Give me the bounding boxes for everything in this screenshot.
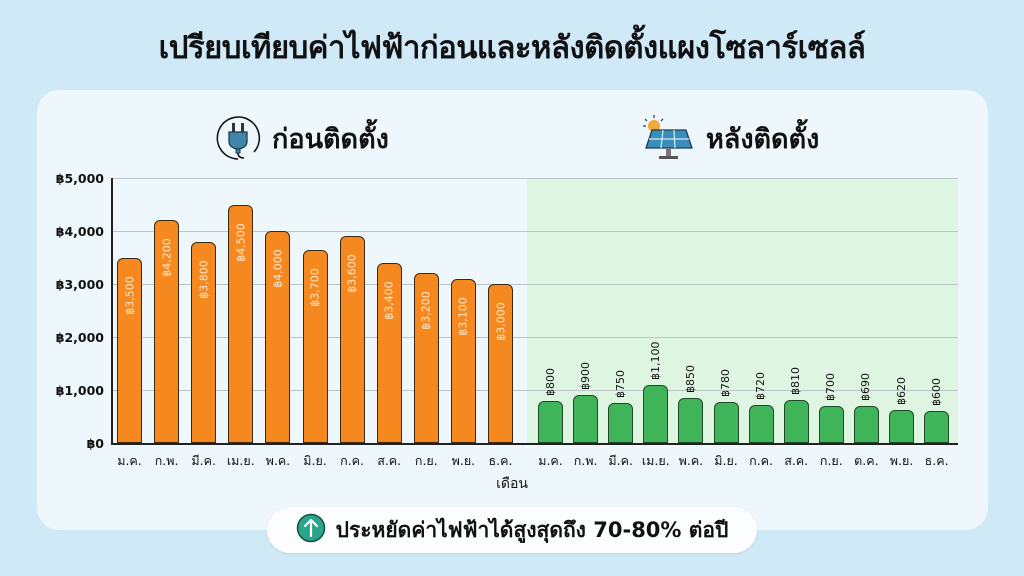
after-bar	[889, 410, 914, 443]
gridline	[111, 390, 958, 391]
bar-value-label: ฿3,700	[308, 267, 322, 307]
x-tick-label: พ.ค.	[265, 453, 291, 468]
bar-value-label: ฿600	[929, 378, 943, 407]
after-bar	[643, 384, 669, 443]
x-tick-label: ส.ค.	[784, 453, 809, 468]
after-bar	[538, 400, 563, 443]
y-tick-2000: ฿2,000	[55, 330, 104, 345]
x-tick-label: พ.ย.	[889, 453, 914, 468]
x-tick-label: ก.ค.	[749, 453, 774, 468]
plug-icon	[214, 114, 262, 162]
x-tick-label: มี.ค.	[191, 453, 216, 468]
y-tick-1000: ฿1,000	[55, 383, 104, 398]
bar-value-label: ฿3,500	[123, 275, 136, 315]
after-bar	[818, 405, 844, 443]
bar-value-label: ฿4,000	[271, 249, 285, 288]
after-bar	[608, 403, 634, 443]
x-tick-label: ส.ค.	[377, 453, 402, 468]
bar-value-label: ฿720	[754, 371, 768, 400]
bar-value-label: ฿810	[789, 367, 803, 396]
x-tick-label: ธ.ค.	[924, 453, 949, 468]
before-bar: ฿3,800	[191, 241, 217, 443]
gridline	[111, 284, 958, 285]
page-title: เปรียบเทียบค่าไฟฟ้าก่อนและหลังติดตั้งแผง…	[158, 30, 866, 66]
x-tick-label: เม.ย.	[641, 453, 670, 468]
before-bar: ฿3,700	[302, 249, 328, 443]
after-bar	[678, 397, 704, 443]
before-bar: ฿3,100	[450, 278, 476, 443]
bar-value-label: ฿690	[859, 373, 873, 402]
after-shaded-region	[527, 178, 958, 443]
after-bar	[573, 395, 599, 443]
bar-value-label: ฿3,800	[197, 259, 211, 299]
before-bar: ฿4,500	[228, 204, 254, 443]
gridline	[111, 337, 958, 338]
y-tick-0: ฿0	[86, 436, 104, 451]
solar-panel-icon	[640, 114, 696, 162]
x-tick-label: ก.ย.	[414, 453, 438, 468]
x-tick-label: ก.ย.	[819, 453, 843, 468]
x-axis	[111, 443, 958, 445]
y-tick-3000: ฿3,000	[55, 277, 104, 292]
bar-value-label: ฿850	[683, 364, 697, 393]
bar-value-label: ฿800	[543, 367, 557, 396]
section-after-header: หลังติดตั้ง	[640, 113, 819, 163]
plot-area: ฿3,500 ฿4,200 ฿3,800 ฿4,500 ฿4,000 ฿3,700 ฿3,6…	[111, 178, 958, 443]
x-axis-label: เดือน	[496, 476, 528, 492]
section-before-label: ก่อนติดตั้ง	[272, 123, 389, 155]
x-tick-label: ธ.ค.	[488, 453, 513, 468]
x-tick-label: ม.ค.	[117, 453, 142, 468]
bar-value-label: ฿3,000	[494, 302, 507, 341]
before-bar: ฿4,200	[154, 220, 180, 443]
before-bar: ฿4,000	[265, 231, 291, 443]
before-bar: ฿3,400	[376, 262, 402, 443]
x-tick-label: เม.ย.	[226, 453, 255, 468]
x-tick-label: ก.ค.	[340, 453, 365, 468]
after-bar	[713, 401, 739, 443]
gridline	[111, 178, 958, 179]
before-bar: ฿3,500	[117, 257, 142, 443]
bar-value-label: ฿3,100	[456, 296, 470, 336]
bar-value-label: ฿4,200	[160, 238, 174, 278]
after-bar	[853, 406, 879, 443]
x-tick-label: มิ.ย.	[714, 453, 738, 468]
before-bar: ฿3,600	[339, 236, 365, 443]
x-tick-label: ก.พ.	[154, 453, 179, 468]
gridline	[111, 231, 958, 232]
y-tick-4000: ฿4,000	[55, 224, 104, 239]
x-tick-label: มี.ค.	[608, 453, 633, 468]
bar-value-label: ฿750	[613, 370, 627, 399]
x-tick-label: ม.ค.	[538, 453, 563, 468]
after-bar	[748, 404, 774, 443]
arrow-up-circle-icon	[296, 513, 326, 547]
savings-banner: ประหยัดค่าไฟฟ้าได้สูงสุดถึง 70-80% ต่อปี	[267, 507, 757, 553]
after-bar	[783, 400, 809, 443]
bar-value-label: ฿3,600	[345, 254, 359, 294]
y-axis	[111, 178, 113, 444]
savings-text: ประหยัดค่าไฟฟ้าได้สูงสุดถึง 70-80% ต่อปี	[335, 517, 729, 542]
x-tick-label: มิ.ย.	[303, 453, 327, 468]
x-tick-label: ก.พ.	[573, 453, 598, 468]
after-bar	[924, 411, 950, 443]
section-after-label: หลังติดตั้ง	[706, 123, 820, 155]
x-tick-label: พ.ย.	[451, 453, 476, 468]
bar-value-label: ฿3,400	[382, 281, 396, 320]
before-bar: ฿3,200	[413, 273, 439, 443]
bar-value-label: ฿1,100	[648, 341, 662, 380]
bar-value-label: ฿620	[894, 377, 908, 406]
bar-value-label: ฿700	[824, 372, 838, 401]
bar-value-label: ฿4,500	[234, 222, 248, 262]
bar-value-label: ฿780	[719, 368, 732, 397]
bar-value-label: ฿900	[578, 362, 592, 391]
bar-value-label: ฿3,200	[419, 291, 433, 331]
section-before-header: ก่อนติดตั้ง	[214, 113, 389, 163]
x-tick-label: ต.ค.	[854, 453, 879, 468]
before-bar: ฿3,000	[488, 284, 513, 443]
x-tick-label: พ.ค.	[678, 453, 704, 468]
y-tick-5000: ฿5,000	[55, 171, 104, 186]
